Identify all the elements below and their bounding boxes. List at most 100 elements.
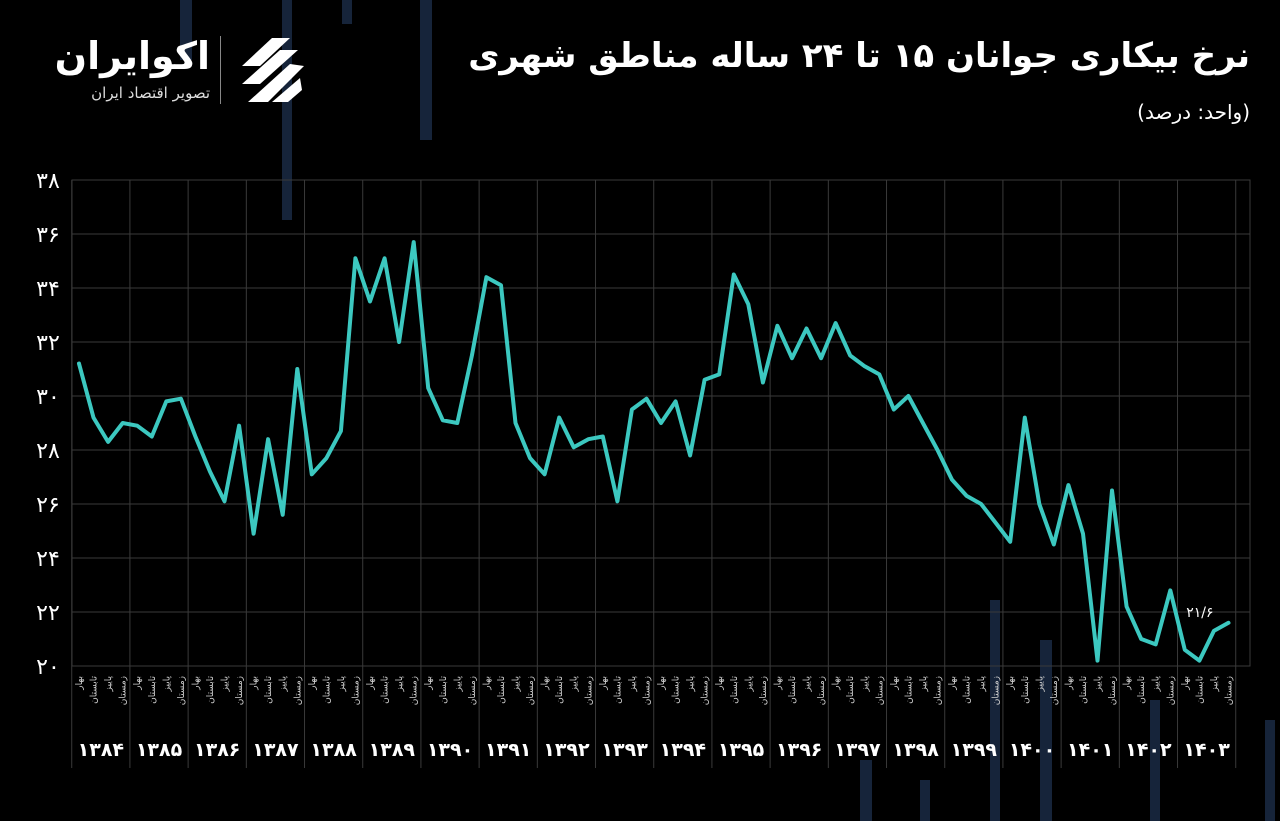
season-tick-label: پاییز [395, 676, 405, 693]
year-tick-label: ۱۳۹۴ [660, 739, 706, 761]
season-tick-label: تابستان [672, 676, 682, 704]
season-tick-label: پاییز [919, 676, 929, 693]
data-point [514, 421, 517, 425]
data-point [630, 408, 634, 411]
season-tick-label: پاییز [1094, 676, 1104, 693]
data-point [979, 502, 983, 506]
season-tick-label: بهار [308, 676, 318, 691]
data-point [441, 418, 445, 422]
season-tick-label: بهار [75, 676, 85, 691]
data-point [528, 456, 532, 460]
chart-unit: (واحد: درصد) [1137, 100, 1250, 124]
data-point [252, 532, 256, 536]
season-tick-label: تابستان [846, 676, 856, 704]
data-point [499, 283, 503, 287]
season-tick-label: زمستان [875, 676, 885, 705]
data-point [601, 435, 605, 438]
data-point [223, 499, 226, 503]
logo: اکوایران تصویر اقتصاد ایران [50, 30, 320, 110]
year-tick-label: ۱۳۸۷ [252, 739, 299, 761]
season-tick-label: زمستان [701, 676, 711, 705]
season-tick-label: پاییز [279, 676, 289, 693]
data-point [892, 408, 896, 411]
season-tick-label: پاییز [1035, 676, 1045, 693]
season-tick-label: بهار [424, 676, 434, 691]
data-point [935, 448, 939, 452]
season-tick-label: زمستان [933, 676, 943, 705]
season-tick-label: تابستان [730, 676, 740, 704]
data-label: ۲۱/۶ [1186, 605, 1213, 621]
year-tick-label: ۱۴۰۱ [1067, 739, 1113, 761]
data-point [92, 416, 96, 420]
data-point [412, 240, 416, 244]
season-tick-label: زمستان [351, 676, 361, 705]
data-point [1226, 621, 1230, 625]
season-tick-label: تابستان [90, 676, 100, 704]
season-tick-label: تابستان [206, 676, 216, 704]
year-tick-label: ۱۳۸۹ [369, 739, 416, 761]
data-point [717, 372, 721, 376]
data-point [383, 256, 387, 260]
season-tick-label: تابستان [264, 676, 274, 704]
season-tick-label: زمستان [642, 676, 652, 705]
season-tick-label: زمستان [1050, 676, 1060, 705]
season-tick-label: بهار [832, 676, 842, 691]
year-tick-label: ۱۳۹۳ [601, 739, 648, 761]
season-tick-label: تابستان [497, 676, 507, 704]
y-tick-label: ۳۲ [36, 331, 60, 356]
y-tick-label: ۳۶ [36, 223, 60, 248]
data-point [994, 521, 998, 525]
season-tick-label: پاییز [104, 676, 114, 693]
y-tick-label: ۳۴ [36, 277, 60, 302]
season-tick-label: زمستان [817, 676, 827, 705]
season-tick-label: پاییز [512, 676, 522, 693]
data-point [1096, 659, 1099, 663]
data-point [1008, 540, 1012, 544]
season-tick-label: تابستان [381, 676, 391, 704]
season-tick-label: بهار [250, 676, 260, 691]
data-point [761, 381, 765, 384]
y-tick-label: ۲۶ [36, 493, 60, 518]
season-tick-label: زمستان [119, 676, 129, 705]
season-tick-label: تابستان [904, 676, 914, 704]
year-tick-label: ۱۳۸۸ [310, 739, 357, 761]
season-tick-label: پاییز [453, 676, 463, 693]
data-point [484, 275, 488, 279]
year-tick-label: ۱۳۹۶ [776, 739, 822, 761]
data-point [324, 456, 328, 460]
data-point [1110, 489, 1114, 492]
year-tick-label: ۱۳۸۶ [194, 739, 240, 761]
data-point [746, 302, 750, 306]
data-point [1183, 648, 1187, 652]
season-tick-label: پاییز [628, 676, 638, 693]
year-tick-label: ۱۴۰۳ [1183, 739, 1230, 761]
season-tick-label: تابستان [1137, 676, 1147, 704]
season-tick-label: زمستان [759, 676, 769, 705]
season-tick-label: پاییز [977, 676, 987, 693]
logo-divider [220, 36, 221, 104]
season-tick-label: تابستان [439, 676, 449, 704]
season-tick-label: زمستان [584, 676, 594, 705]
year-tick-label: ۱۳۹۹ [951, 739, 998, 761]
series-line [77, 240, 1231, 663]
season-tick-label: پاییز [686, 676, 696, 693]
data-point [455, 421, 459, 425]
season-tick-label: پاییز [803, 676, 813, 693]
data-point [1168, 588, 1172, 592]
year-tick-label: ۱۳۹۷ [834, 739, 881, 761]
year-tick-label: ۱۴۰۲ [1125, 739, 1172, 761]
year-tick-label: ۱۳۹۸ [892, 739, 939, 761]
data-point [950, 478, 954, 482]
data-point [121, 421, 125, 425]
data-point [1125, 605, 1129, 609]
season-tick-label: بهار [599, 676, 609, 691]
data-point [208, 470, 212, 474]
data-point [906, 394, 910, 398]
logo-mark-icon [242, 38, 304, 102]
data-point [193, 435, 197, 438]
season-tick-label: تابستان [1021, 676, 1031, 704]
season-tick-label: پاییز [861, 676, 871, 693]
data-point [819, 356, 823, 360]
